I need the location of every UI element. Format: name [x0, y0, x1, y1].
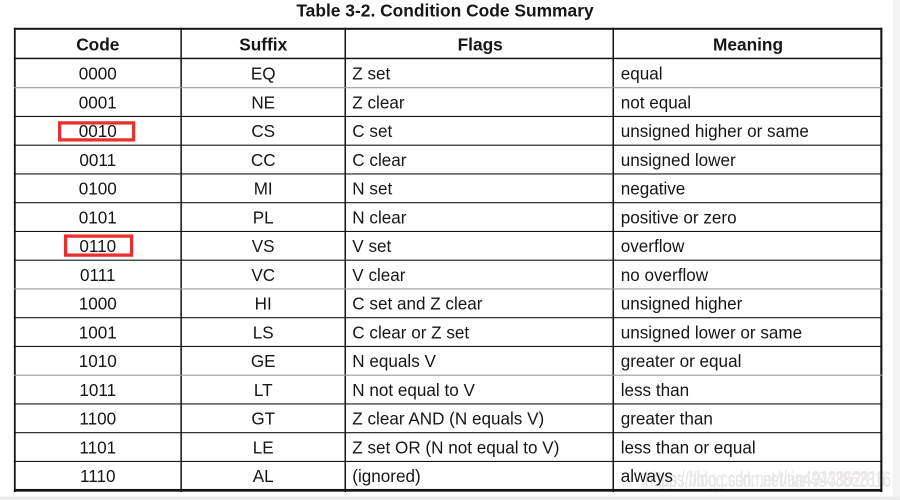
svg-text:Z clear: Z clear	[352, 93, 405, 112]
svg-text:0111: 0111	[80, 266, 116, 285]
svg-text:1001: 1001	[79, 323, 117, 342]
svg-text:greater than: greater than	[621, 410, 713, 429]
svg-text:1100: 1100	[79, 410, 116, 429]
svg-text:Z set OR (N not equal to V): Z set OR (N not equal to V)	[352, 438, 559, 457]
svg-text:https://blog.csdn.net/tian4943: https://blog.csdn.net/tian4943862816	[645, 467, 885, 492]
svg-text:LE: LE	[253, 438, 274, 457]
svg-text:https://blog.csdn.net/tian4943: https://blog.csdn.net/tian4943862816	[653, 467, 891, 492]
svg-text:C set and Z clear: C set and Z clear	[352, 295, 482, 314]
svg-text:NE: NE	[251, 93, 275, 112]
svg-text:0000: 0000	[79, 65, 117, 84]
svg-text:MI: MI	[254, 180, 273, 199]
svg-text:CS: CS	[251, 122, 275, 141]
svg-text:Meaning: Meaning	[713, 34, 783, 54]
svg-text:negative: negative	[621, 180, 686, 199]
svg-text:N clear: N clear	[352, 208, 406, 227]
svg-text:Z clear AND (N equals V): Z clear AND (N equals V)	[352, 410, 544, 429]
svg-text:N not equal to V: N not equal to V	[352, 381, 475, 400]
svg-text:no overflow: no overflow	[621, 266, 709, 285]
svg-text:GE: GE	[251, 352, 276, 371]
svg-text:C set: C set	[352, 122, 392, 141]
svg-text:unsigned higher: unsigned higher	[621, 295, 743, 314]
svg-text:0001: 0001	[79, 93, 117, 112]
svg-text:unsigned higher or same: unsigned higher or same	[621, 122, 809, 141]
svg-text:VC: VC	[251, 266, 275, 285]
svg-text:1000: 1000	[79, 295, 117, 314]
svg-text:N set: N set	[352, 180, 392, 199]
svg-text:AL: AL	[253, 467, 274, 486]
svg-text:Table 3-2. Condition Code Summ: Table 3-2. Condition Code Summary	[296, 1, 594, 21]
svg-text:unsigned lower or same: unsigned lower or same	[621, 323, 802, 342]
svg-text:0100: 0100	[79, 180, 117, 199]
svg-text:Flags: Flags	[458, 34, 503, 54]
svg-text:less than or equal: less than or equal	[621, 438, 756, 457]
svg-text:1101: 1101	[79, 438, 116, 457]
svg-text:V clear: V clear	[352, 266, 406, 285]
svg-text:HI: HI	[255, 295, 272, 314]
svg-text:0110: 0110	[79, 237, 116, 256]
svg-text:Z set: Z set	[352, 65, 390, 84]
svg-text:EQ: EQ	[251, 65, 276, 84]
svg-text:always: always	[621, 467, 673, 486]
svg-text:equal: equal	[621, 65, 663, 84]
svg-text:greater or equal: greater or equal	[621, 352, 742, 371]
svg-text:C clear: C clear	[352, 151, 406, 170]
svg-text:C clear or Z set: C clear or Z set	[352, 323, 469, 342]
svg-text:0010: 0010	[79, 122, 117, 141]
svg-text:Suffix: Suffix	[239, 34, 287, 54]
svg-text:(ignored): (ignored)	[352, 467, 420, 486]
svg-text:positive or zero: positive or zero	[621, 208, 737, 227]
svg-text:less than: less than	[621, 381, 689, 400]
svg-text:1010: 1010	[79, 352, 117, 371]
svg-text:0101: 0101	[79, 208, 117, 227]
svg-text:LS: LS	[253, 323, 274, 342]
svg-text:0011: 0011	[79, 151, 116, 170]
svg-text:CC: CC	[251, 151, 276, 170]
svg-text:not equal: not equal	[621, 93, 691, 112]
svg-text:GT: GT	[251, 410, 275, 429]
svg-text:overflow: overflow	[621, 237, 685, 256]
svg-text:N equals V: N equals V	[352, 352, 436, 371]
svg-text:Code: Code	[76, 34, 120, 54]
svg-text:1110: 1110	[80, 467, 116, 486]
svg-text:VS: VS	[252, 237, 275, 256]
svg-text:V set: V set	[352, 237, 391, 256]
svg-text:unsigned lower: unsigned lower	[621, 151, 736, 170]
svg-text:LT: LT	[254, 381, 273, 400]
svg-text:PL: PL	[253, 208, 274, 227]
svg-text:1011: 1011	[79, 381, 116, 400]
